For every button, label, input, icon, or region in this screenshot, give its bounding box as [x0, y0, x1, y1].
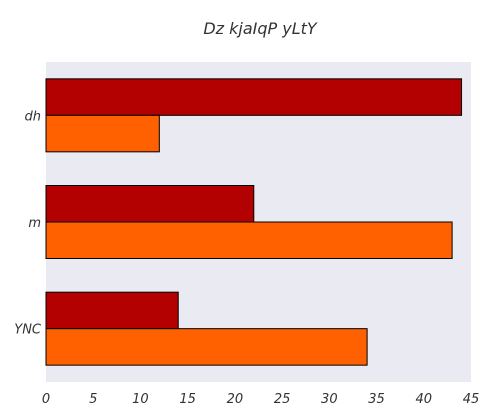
- y-tick-label: dh: [25, 109, 42, 124]
- x-tick-label: 35: [368, 392, 385, 407]
- chart-title: Dz kjaIqP yLtY: [203, 19, 318, 38]
- x-tick-label: 5: [89, 392, 97, 407]
- bars-group: [45, 78, 463, 366]
- bar-m-series-1: [45, 185, 255, 223]
- y-tick-label: m: [28, 216, 41, 231]
- bar-YNC-series-1: [45, 291, 179, 330]
- bar-dh-series-2: [45, 114, 160, 153]
- x-tick-label: 20: [227, 392, 244, 407]
- y-axis-tick-labels: dh m YNC: [14, 109, 42, 337]
- x-tick-label: 45: [463, 392, 480, 407]
- bar-dh-series-1: [45, 78, 463, 116]
- x-tick-label: 10: [132, 392, 149, 407]
- x-tick-label: 15: [179, 392, 196, 407]
- bar-YNC-series-2: [45, 328, 368, 366]
- x-tick-label: 0: [42, 392, 50, 407]
- x-tick-label: 30: [321, 392, 338, 407]
- x-tick-label: 40: [416, 392, 433, 407]
- x-axis-tick-labels: 0 5 10 15 20 25 30 35 40 45: [42, 392, 479, 407]
- y-tick-label: YNC: [14, 323, 42, 338]
- bar-m-series-2: [45, 221, 453, 259]
- x-tick-label: 25: [274, 392, 291, 407]
